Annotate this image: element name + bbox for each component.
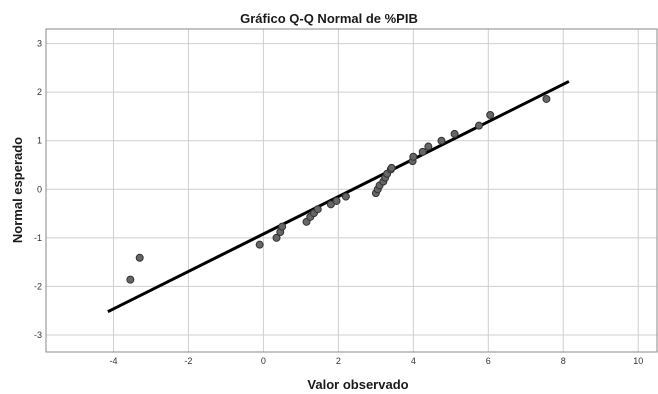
data-point [418,147,427,156]
y-tick-label: 2 [37,87,42,97]
x-tick-label: 0 [261,356,266,366]
data-point [424,142,433,151]
data-points [126,94,551,284]
y-tick-labels: 3 2 1 0 -1 -2 -3 [34,39,42,340]
data-point [437,136,446,145]
data-point [255,240,264,249]
y-tick-label: -3 [34,330,42,340]
data-point [474,121,483,130]
reference-line-group [107,80,570,314]
x-tick-label: 4 [411,356,416,366]
y-axis-label: Normal esperado [10,137,25,243]
x-tick-label: 8 [561,356,566,366]
y-tick-label: -1 [34,233,42,243]
x-tick-labels: -4 -2 0 2 4 6 8 10 [109,356,643,366]
data-point [332,196,341,205]
data-point [409,152,418,161]
data-point [313,205,322,214]
data-point [542,94,551,103]
data-point [278,222,287,231]
y-tick-label: 0 [37,184,42,194]
data-point [341,192,350,201]
y-tick-label: -2 [34,281,42,291]
grid-lines [46,29,657,352]
data-point [326,200,335,209]
data-point [135,253,144,262]
data-point [450,129,459,138]
y-tick-label: 1 [37,136,42,146]
x-tick-label: 6 [486,356,491,366]
data-point [387,163,396,172]
x-tick-label: 2 [336,356,341,366]
x-axis-label: Valor observado [307,377,408,392]
data-point [272,233,281,242]
chart-title: Gráfico Q-Q Normal de %PIB [240,11,418,26]
y-tick-label: 3 [37,39,42,49]
x-tick-label: -2 [184,356,192,366]
plot-frame [45,28,658,353]
x-tick-label: 10 [633,356,643,366]
data-point [486,110,495,119]
data-point [126,275,135,284]
reference-line [107,80,570,314]
x-tick-label: -4 [109,356,117,366]
